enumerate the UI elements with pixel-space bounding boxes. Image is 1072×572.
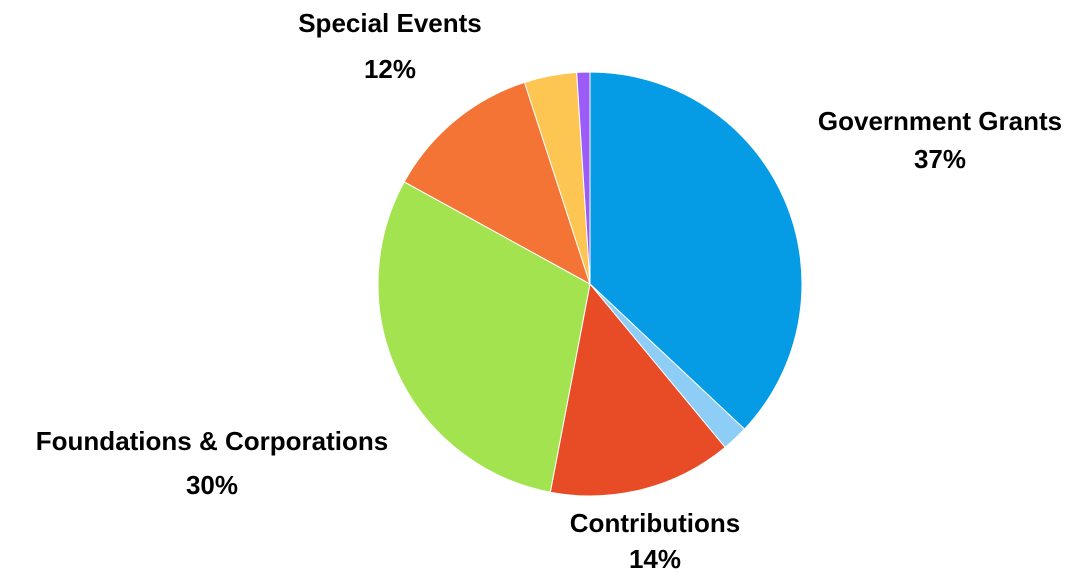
pie-slice-slice-6 — [576, 71, 591, 285]
slice-label-contributions: Contributions — [570, 508, 740, 538]
pie-slice-slice-4 — [403, 81, 591, 286]
slice-percent-government-grants: 37% — [914, 144, 966, 174]
slice-label-government-grants: Government Grants — [818, 106, 1062, 136]
slice-percent-foundations-corporations: 30% — [186, 470, 238, 500]
slice-label-special-events: Special Events — [298, 8, 482, 38]
label-government-grants: Government Grants 37% — [818, 106, 1062, 174]
label-special-events: Special Events 12% — [298, 8, 482, 84]
label-contributions: Contributions 14% — [570, 508, 740, 572]
slice-percent-special-events: 12% — [364, 54, 416, 84]
pie-slices — [377, 71, 803, 497]
pie-slice-contributions — [549, 282, 726, 497]
label-foundations-corporations: Foundations & Corporations 30% — [36, 426, 388, 500]
pie-slice-foundations-corporations — [377, 181, 591, 493]
pie-slice-government-grants — [589, 71, 803, 430]
slice-percent-contributions: 14% — [629, 544, 681, 572]
slice-label-foundations-corporations: Foundations & Corporations — [36, 426, 388, 456]
